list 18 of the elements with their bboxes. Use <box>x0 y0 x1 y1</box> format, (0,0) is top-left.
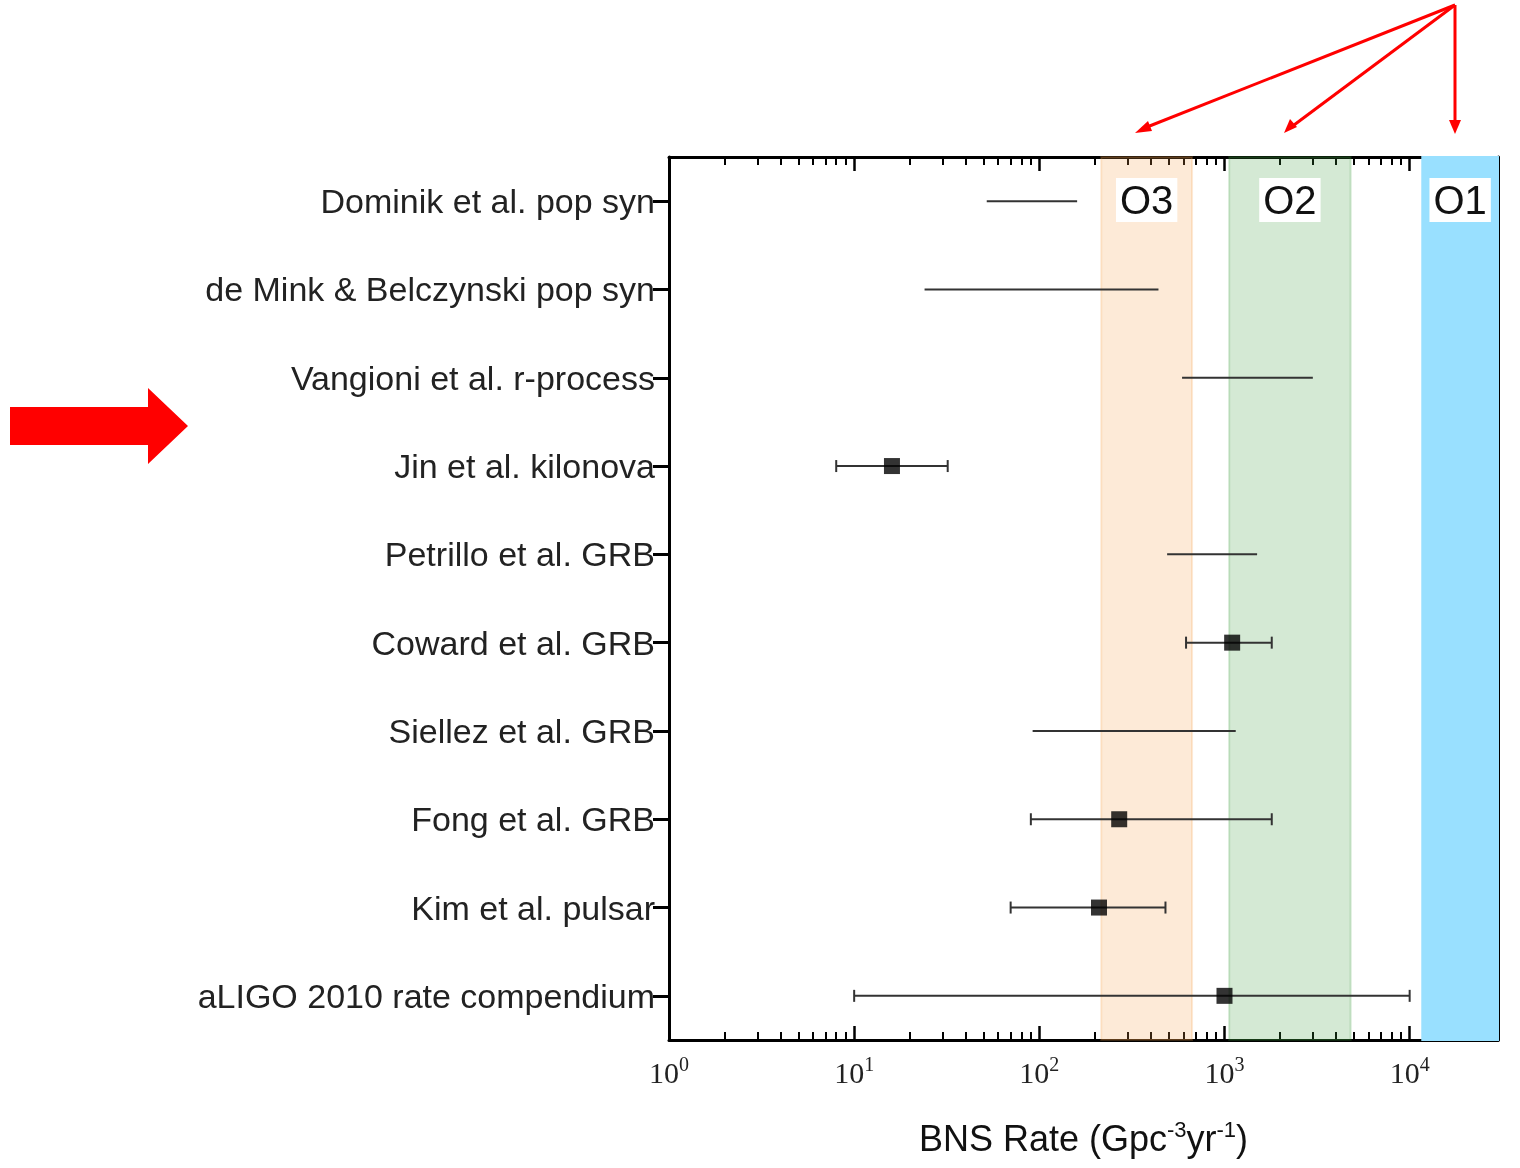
band-label: O1 <box>1433 178 1487 222</box>
y-tick-label: Kim et al. pulsar <box>411 888 655 927</box>
bar <box>1182 376 1313 379</box>
bar <box>924 288 1159 291</box>
bar <box>1032 729 1236 732</box>
y-tick-label: Dominik et al. pop syn <box>320 182 655 221</box>
band-label: O2 <box>1263 178 1317 222</box>
y-tick-label: Jin et al. kilonova <box>394 447 656 486</box>
y-tick-label: de Mink & Belczynski pop syn <box>205 270 655 309</box>
bar <box>1167 553 1258 556</box>
y-tick-label: Siellez et al. GRB <box>388 711 655 750</box>
y-tick-label: Petrillo et al. GRB <box>384 535 655 574</box>
bar <box>986 200 1078 203</box>
y-tick-label: Coward et al. GRB <box>371 623 655 662</box>
y-tick-label: Fong et al. GRB <box>411 800 655 839</box>
y-tick-label: aLIGO 2010 rate compendium <box>197 976 655 1015</box>
y-tick-label: Vangioni et al. r-process <box>290 358 655 397</box>
band-label: O3 <box>1119 178 1174 222</box>
